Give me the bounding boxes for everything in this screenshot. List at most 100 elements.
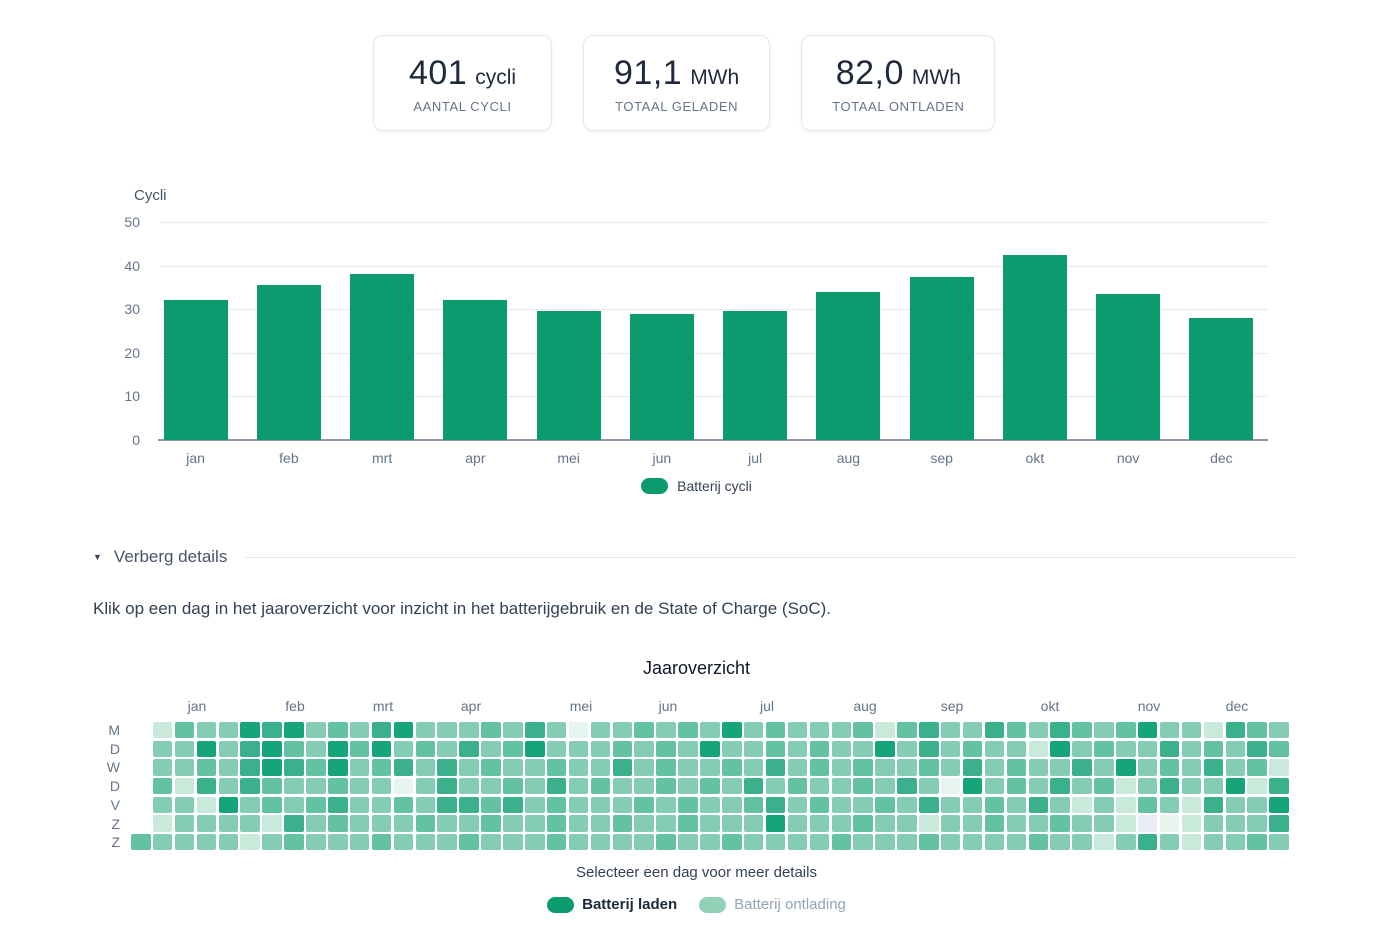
heatmap-cell[interactable] [503, 778, 523, 795]
heatmap-cell[interactable] [962, 796, 983, 814]
heatmap-cell[interactable] [1137, 740, 1158, 757]
heatmap-cell[interactable] [1269, 778, 1289, 795]
heatmap-cell[interactable] [919, 834, 939, 851]
heatmap-cell[interactable] [525, 796, 545, 814]
heatmap-cell[interactable] [940, 815, 961, 832]
heatmap-cell[interactable] [546, 740, 567, 757]
heatmap-cell[interactable] [1006, 815, 1027, 832]
heatmap-cell[interactable] [1159, 815, 1180, 832]
heatmap-cell[interactable] [1225, 778, 1246, 795]
heatmap-cell[interactable] [306, 815, 326, 832]
heatmap-cell[interactable] [700, 815, 720, 832]
heatmap-cell[interactable] [546, 722, 567, 739]
heatmap-cell[interactable] [678, 759, 698, 776]
heatmap-cell[interactable] [240, 722, 260, 739]
heatmap-cell[interactable] [984, 722, 1005, 739]
heatmap-cell[interactable] [1050, 740, 1070, 757]
heatmap-cell[interactable] [415, 778, 436, 795]
heatmap-cell[interactable] [393, 722, 414, 739]
heatmap-cell[interactable] [787, 796, 808, 814]
heatmap-cell[interactable] [1006, 796, 1027, 814]
heatmap-cell[interactable] [1225, 722, 1246, 739]
heatmap-cell[interactable] [1247, 778, 1267, 795]
heatmap-cell[interactable] [1050, 778, 1070, 795]
heatmap-cell[interactable] [1072, 778, 1092, 795]
heatmap-cell[interactable] [678, 796, 698, 814]
heatmap-cell[interactable] [1181, 834, 1202, 851]
heatmap-cell[interactable] [262, 740, 282, 757]
heatmap-cell[interactable] [940, 722, 961, 739]
heatmap-cell[interactable] [196, 740, 217, 757]
heatmap-cell[interactable] [393, 740, 414, 757]
heatmap-cell[interactable] [1094, 815, 1114, 832]
heatmap-cell[interactable] [809, 759, 830, 776]
heatmap-cell[interactable] [1181, 759, 1202, 776]
heatmap-cell[interactable] [722, 759, 742, 776]
heatmap-cell[interactable] [371, 759, 392, 776]
heatmap-cell[interactable] [722, 740, 742, 757]
heatmap-cell[interactable] [743, 740, 764, 757]
heatmap-cell[interactable] [656, 722, 676, 739]
heatmap-cell[interactable] [284, 834, 304, 851]
heatmap-cell[interactable] [634, 740, 654, 757]
heatmap-cell[interactable] [656, 778, 676, 795]
heatmap-cell[interactable] [349, 815, 370, 832]
heatmap-cell[interactable] [743, 796, 764, 814]
heatmap-cell[interactable] [919, 796, 939, 814]
heatmap-cell[interactable] [481, 796, 501, 814]
heatmap-cell[interactable] [1116, 722, 1136, 739]
heatmap-cell[interactable] [525, 815, 545, 832]
heatmap-cell[interactable] [1225, 834, 1246, 851]
heatmap-cell[interactable] [152, 815, 173, 832]
heatmap-cell[interactable] [393, 796, 414, 814]
heatmap-cell[interactable] [743, 778, 764, 795]
heatmap-cell[interactable] [1203, 815, 1224, 832]
heatmap-cell[interactable] [1203, 778, 1224, 795]
heatmap-cell[interactable] [612, 796, 633, 814]
heatmap-cell[interactable] [1225, 815, 1246, 832]
heatmap-cell[interactable] [984, 815, 1005, 832]
heatmap-cell[interactable] [152, 722, 173, 739]
heatmap-cell[interactable] [656, 815, 676, 832]
heatmap-cell[interactable] [371, 796, 392, 814]
heatmap-cell[interactable] [831, 759, 851, 776]
heatmap-cell[interactable] [1006, 759, 1027, 776]
heatmap-cell[interactable] [1094, 796, 1114, 814]
heatmap-cell[interactable] [437, 722, 457, 739]
heatmap-cell[interactable] [678, 740, 698, 757]
heatmap-cell[interactable] [1137, 796, 1158, 814]
heatmap-cell[interactable] [1116, 796, 1136, 814]
heatmap-cell[interactable] [525, 722, 545, 739]
heatmap-cell[interactable] [940, 759, 961, 776]
heatmap-cell[interactable] [371, 778, 392, 795]
heatmap-cell[interactable] [897, 740, 917, 757]
heatmap-cell[interactable] [1072, 722, 1092, 739]
heatmap-cell[interactable] [262, 759, 282, 776]
heatmap-cell[interactable] [853, 834, 873, 851]
heatmap-cell[interactable] [437, 834, 457, 851]
heatmap-cell[interactable] [1050, 722, 1070, 739]
heatmap-cell[interactable] [612, 778, 633, 795]
heatmap-cell[interactable] [1050, 834, 1070, 851]
heatmap-cell[interactable] [919, 759, 939, 776]
heatmap-cell[interactable] [962, 740, 983, 757]
heatmap-cell[interactable] [152, 796, 173, 814]
heatmap-cell[interactable] [1116, 740, 1136, 757]
heatmap-cell[interactable] [481, 759, 501, 776]
heatmap-cell[interactable] [678, 815, 698, 832]
heatmap-cell[interactable] [415, 722, 436, 739]
heatmap-cell[interactable] [875, 815, 895, 832]
heatmap-cell[interactable] [612, 815, 633, 832]
heatmap-cell[interactable] [196, 759, 217, 776]
heatmap-cell[interactable] [240, 778, 260, 795]
heatmap-cell[interactable] [1247, 740, 1267, 757]
heatmap-cell[interactable] [262, 722, 282, 739]
heatmap-cell[interactable] [415, 740, 436, 757]
heatmap-cell[interactable] [196, 778, 217, 795]
heatmap-cell[interactable] [1116, 815, 1136, 832]
heatmap-cell[interactable] [897, 778, 917, 795]
heatmap-cell[interactable] [962, 778, 983, 795]
heatmap-cell[interactable] [459, 796, 479, 814]
heatmap-cell[interactable] [984, 778, 1005, 795]
heatmap-cell[interactable] [218, 834, 239, 851]
